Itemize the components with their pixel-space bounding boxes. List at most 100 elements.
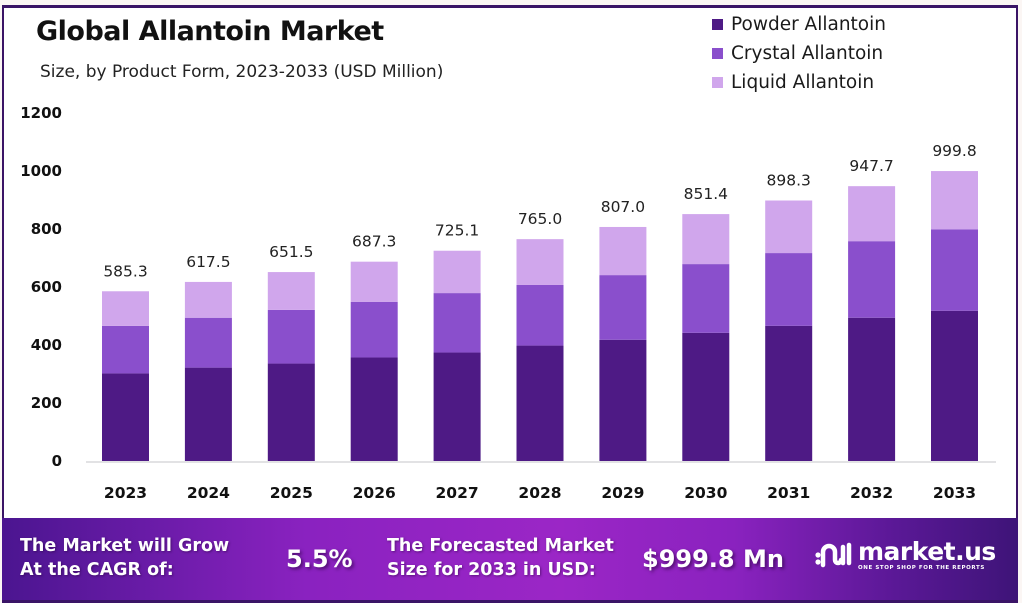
brand-logo[interactable]: market.us ONE STOP SHOP FOR THE REPORTS: [814, 538, 996, 572]
legend-label-liquid: Liquid Allantoin: [731, 72, 875, 93]
data-label-total: 585.3: [103, 262, 147, 280]
x-tick-label: 2024: [187, 484, 230, 502]
legend-item-crystal: Crystal Allantoin: [712, 39, 886, 68]
data-label-total: 898.3: [767, 171, 811, 189]
y-axis: 0 200 400 600 800 1000 1200: [20, 104, 62, 470]
bar-segment-powder: [931, 310, 978, 461]
bar-segment-liquid: [433, 250, 481, 294]
cagr-label: The Market will Grow At the CAGR of:: [20, 534, 229, 582]
bar-segment-powder: [102, 373, 149, 461]
bar-2033: [931, 171, 978, 461]
bar-segment-crystal: [184, 317, 232, 368]
y-tick-label: 0: [52, 452, 62, 470]
data-label-total: 687.3: [352, 233, 396, 251]
data-label-total: 807.0: [601, 198, 645, 216]
bar-segment-liquid: [765, 200, 813, 254]
data-label-total: 947.7: [849, 157, 893, 175]
chart-subtitle: Size, by Product Form, 2023-2033 (USD Mi…: [40, 62, 444, 82]
cagr-value: 5.5%: [286, 545, 353, 573]
bar-segment-liquid: [184, 281, 232, 318]
legend-swatch-crystal: [712, 48, 723, 59]
bar-segment-powder: [350, 357, 398, 461]
bar-segment-powder: [599, 339, 647, 461]
x-tick-label: 2031: [767, 484, 810, 502]
bar-2029: [599, 226, 647, 461]
forecast-label-line1: The Forecasted Market: [387, 536, 614, 556]
legend-label-crystal: Crystal Allantoin: [731, 43, 884, 64]
bar-segment-powder: [184, 367, 232, 461]
bar-segment-crystal: [848, 241, 896, 318]
x-tick-label: 2029: [601, 484, 644, 502]
x-tick-label: 2033: [933, 484, 976, 502]
legend-swatch-powder: [712, 19, 723, 30]
legend: Powder Allantoin Crystal Allantoin Liqui…: [712, 10, 886, 97]
data-label-total: 617.5: [186, 253, 230, 271]
bar-segment-powder: [682, 332, 730, 461]
y-tick-label: 1000: [20, 162, 62, 180]
cagr-label-line2: At the CAGR of:: [20, 560, 174, 580]
bars: 585.3 617.5 651.5 687.3 725.1 765.0 807.0 851.4…: [102, 142, 978, 461]
x-tick-label: 2027: [436, 484, 479, 502]
bar-segment-liquid: [931, 171, 978, 230]
legend-label-powder: Powder Allantoin: [731, 14, 886, 35]
forecast-value: $999.8 Mn: [642, 545, 784, 573]
bar-2026: [350, 261, 398, 461]
forecast-label-line2: Size for 2033 in USD:: [387, 560, 596, 580]
x-axis: 2023 2024 2025 2026 2027 2028 2029 2030 2031 2032…: [104, 484, 976, 502]
bar-segment-crystal: [433, 293, 481, 353]
bar-segment-powder: [516, 345, 564, 461]
bar-segment-crystal: [682, 264, 730, 333]
data-label-total: 765.0: [518, 210, 562, 228]
y-tick-label: 1200: [20, 104, 62, 122]
x-tick-label: 2032: [850, 484, 893, 502]
data-label-total: 999.8: [932, 142, 976, 160]
y-tick-label: 200: [31, 394, 62, 412]
bar-2031: [765, 200, 813, 461]
y-tick-label: 400: [31, 336, 62, 354]
bar-segment-crystal: [931, 229, 978, 311]
bar-segment-crystal: [267, 309, 315, 364]
bar-2032: [848, 186, 896, 461]
bar-segment-liquid: [102, 291, 149, 326]
bar-segment-liquid: [516, 239, 564, 285]
x-tick-label: 2028: [518, 484, 561, 502]
bar-2025: [267, 272, 315, 461]
bar-segment-crystal: [765, 253, 813, 326]
legend-swatch-liquid: [712, 77, 723, 88]
x-tick-label: 2025: [270, 484, 313, 502]
bar-segment-powder: [765, 325, 813, 461]
x-tick-label: 2026: [353, 484, 396, 502]
stacked-bar-chart: 0 200 400 600 800 1000 1200 585.3 617.5 651.5 687…: [20, 104, 996, 502]
brand-text: market.us ONE STOP SHOP FOR THE REPORTS: [858, 539, 996, 572]
legend-item-powder: Powder Allantoin: [712, 10, 886, 39]
brand-tagline: ONE STOP SHOP FOR THE REPORTS: [858, 564, 985, 571]
chart-panel: [4, 8, 1016, 518]
footer-banner: The Market will Grow At the CAGR of: 5.5…: [2, 518, 1018, 600]
data-label-total: 725.1: [435, 222, 479, 240]
data-label-total: 851.4: [684, 185, 728, 203]
bar-2027: [433, 250, 481, 461]
legend-item-liquid: Liquid Allantoin: [712, 68, 886, 97]
bar-segment-powder: [433, 352, 481, 461]
bar-2030: [682, 214, 730, 461]
forecast-label: The Forecasted Market Size for 2033 in U…: [387, 534, 614, 582]
x-tick-label: 2023: [104, 484, 147, 502]
bar-segment-liquid: [848, 186, 896, 242]
bar-segment-liquid: [599, 226, 647, 276]
bar-segment-powder: [848, 317, 896, 461]
market-us-logo-icon: [815, 542, 852, 568]
bar-2023: [102, 291, 149, 461]
bar-segment-liquid: [682, 214, 730, 265]
bar-segment-liquid: [350, 261, 398, 302]
bar-segment-crystal: [599, 275, 647, 340]
brand-name: market.us: [858, 536, 996, 566]
bar-segment-powder: [267, 363, 315, 461]
bar-segment-crystal: [102, 325, 149, 374]
bar-segment-crystal: [350, 301, 398, 358]
data-label-total: 651.5: [269, 243, 313, 261]
x-tick-label: 2030: [684, 484, 727, 502]
cagr-label-line1: The Market will Grow: [20, 536, 230, 556]
chart-title: Global Allantoin Market: [36, 16, 384, 47]
bar-2024: [184, 281, 232, 461]
bar-segment-liquid: [267, 272, 315, 310]
